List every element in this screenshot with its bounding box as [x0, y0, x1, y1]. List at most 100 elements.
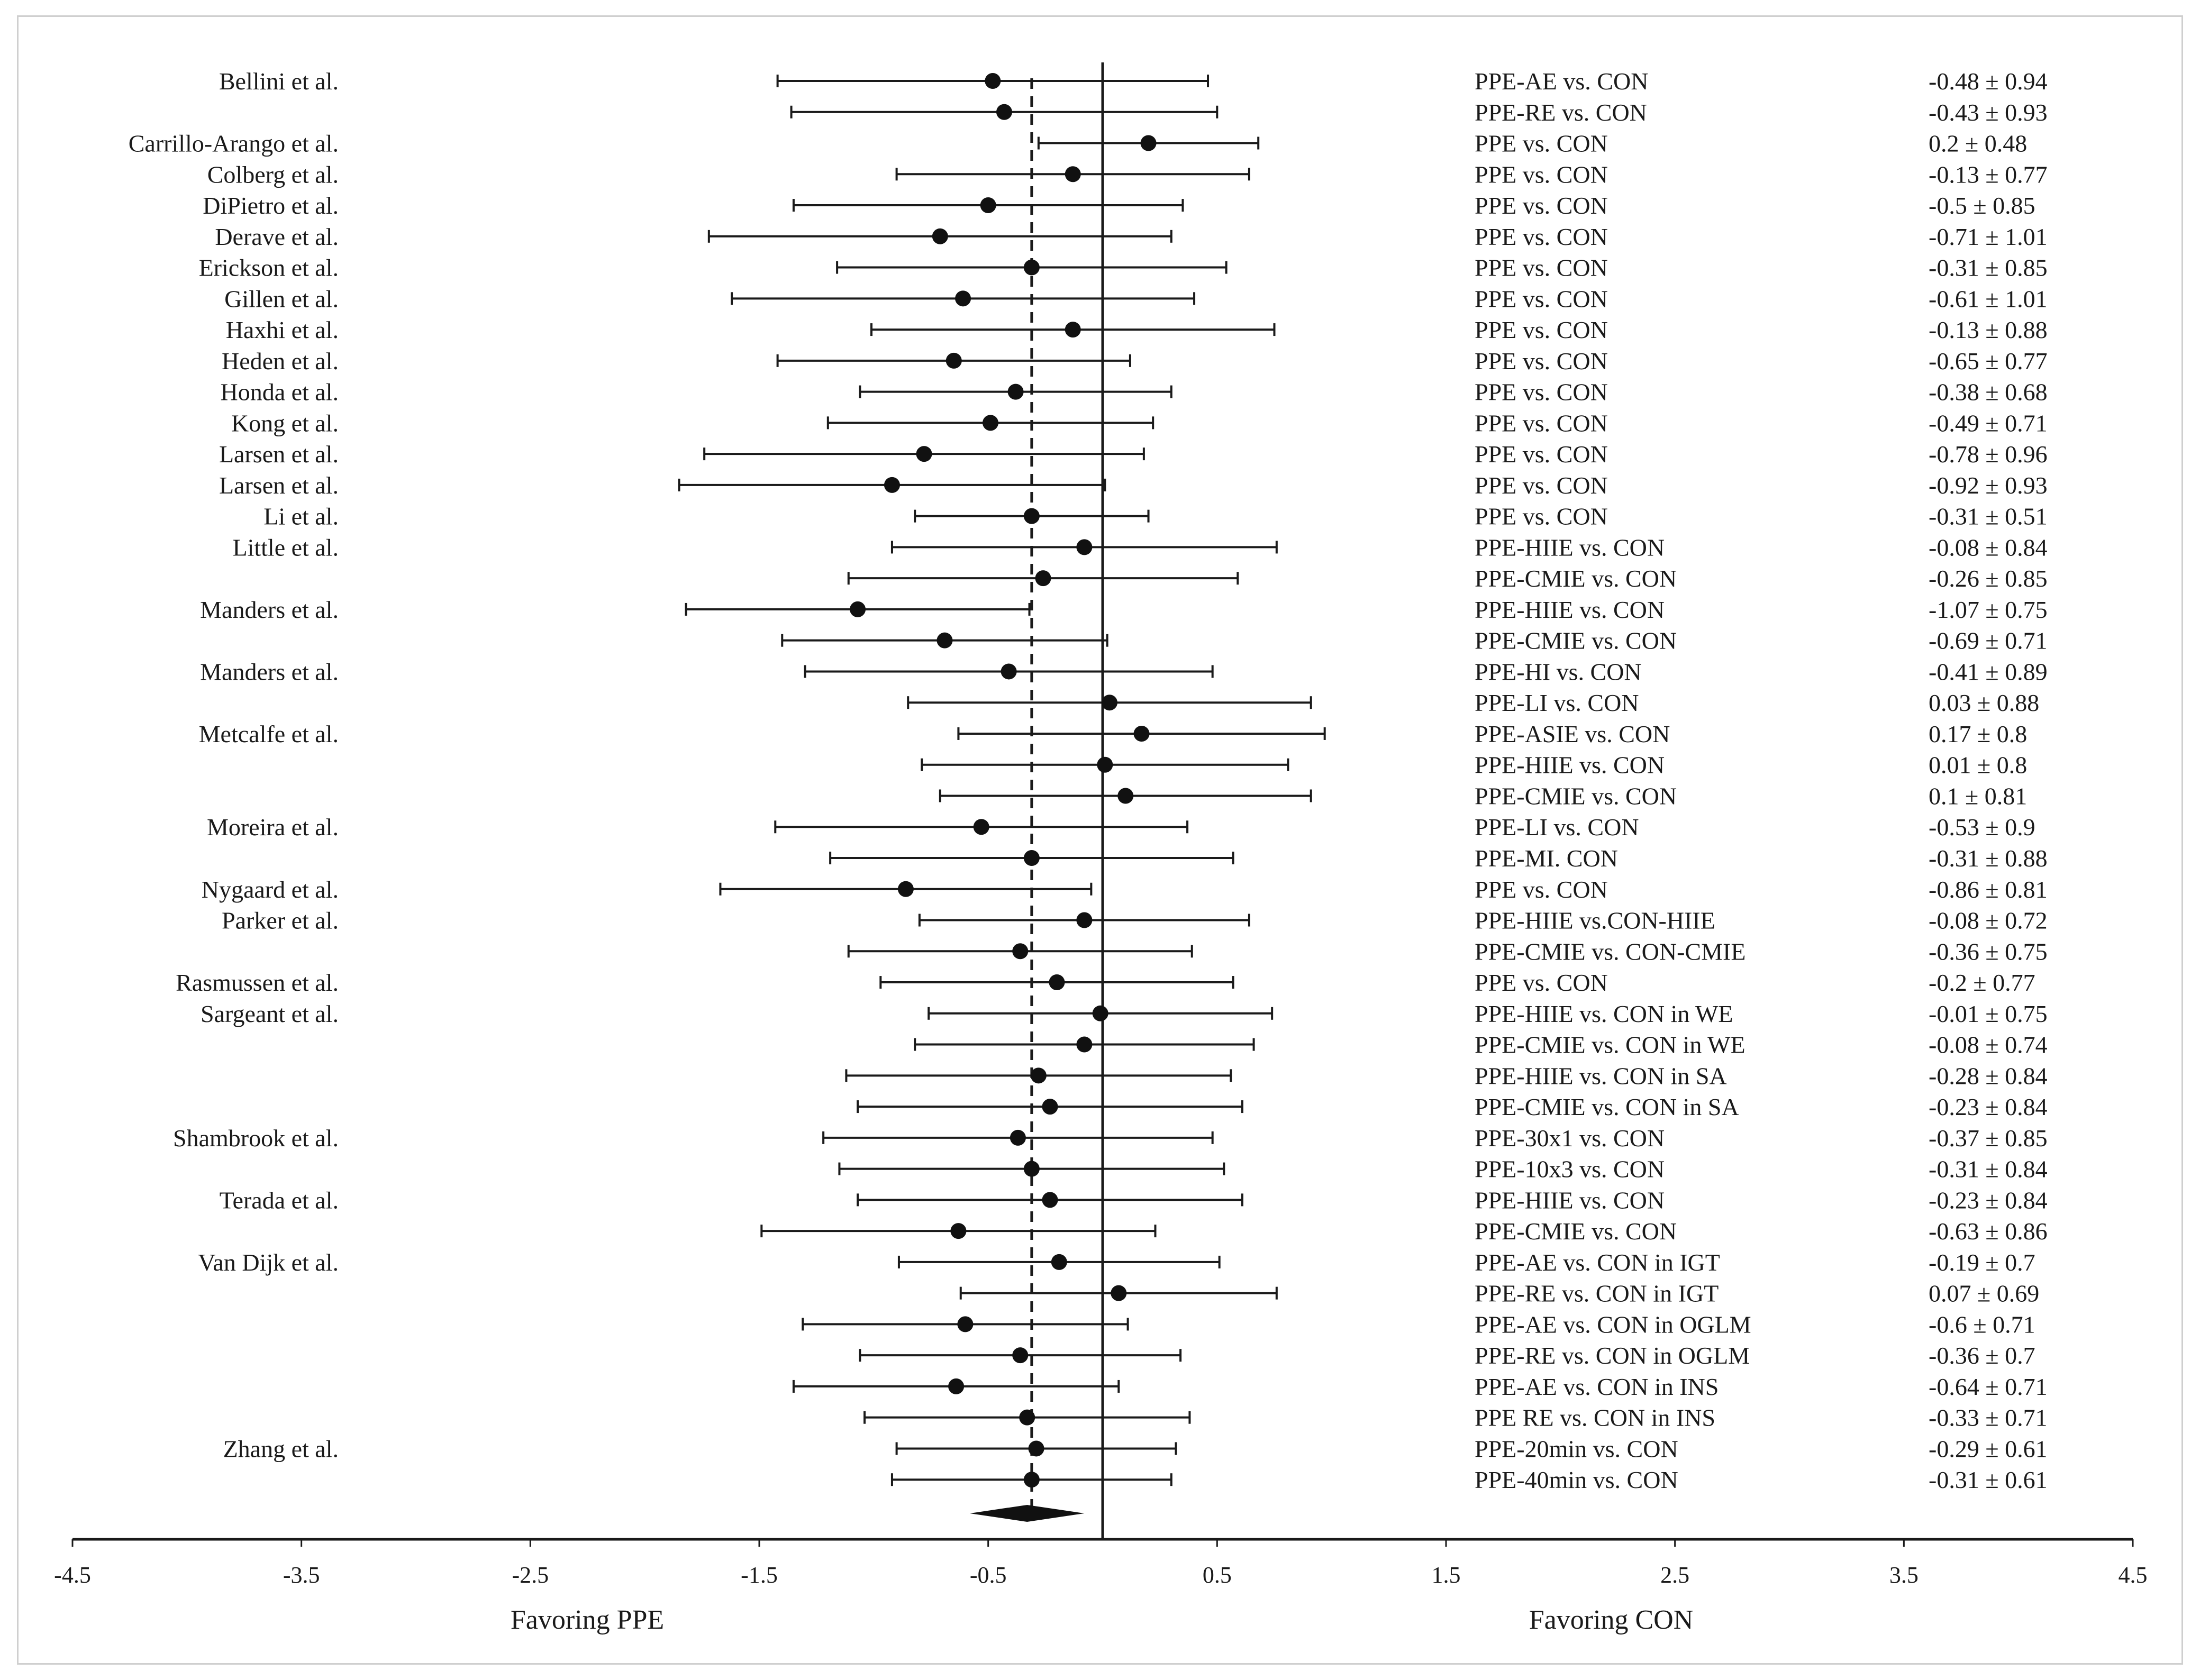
forest-plot: -4.5 -3.5 -2.5 -1.5 -0.5 0.5 1.5 2.5 3.5 4.5 Bell… — [54, 62, 2148, 1635]
comparison-label: PPE-LI vs. CON — [1475, 814, 1639, 841]
effect-point — [884, 477, 900, 493]
effect-size-label: 0.01 ± 0.8 — [1929, 752, 2027, 779]
study-row: Carrillo-Arango et al. PPE vs. CON 0.2 ± 0… — [129, 130, 2028, 157]
study-row: PPE-HIIE vs. CON in SA -0.28 ± 0.84 — [845, 1062, 2048, 1089]
effect-size-label: -0.36 ± 0.75 — [1929, 938, 2048, 965]
effect-size-label: -0.41 ± 0.89 — [1929, 658, 2048, 685]
x-tick-label: 3.5 — [1889, 1562, 1919, 1588]
study-row: Haxhi et al. PPE vs. CON -0.13 ± 0.88 — [226, 316, 2048, 343]
comparison-label: PPE vs. CON — [1475, 876, 1608, 903]
comparison-label: PPE-CMIE vs. CON — [1475, 782, 1677, 809]
effect-size-label: -0.86 ± 0.81 — [1929, 876, 2048, 903]
comparison-label: PPE-RE vs. CON — [1475, 99, 1647, 126]
x-axis: -4.5 -3.5 -2.5 -1.5 -0.5 0.5 1.5 2.5 3.5 4.5 — [54, 1538, 2148, 1588]
comparison-label: PPE-CMIE vs. CON-CMIE — [1475, 938, 1746, 965]
study-name: Nygaard et al. — [202, 876, 339, 903]
study-name: Parker et al. — [222, 907, 339, 934]
study-row: PPE RE vs. CON in INS -0.33 ± 0.71 — [863, 1404, 2048, 1431]
effect-size-label: 0.1 ± 0.81 — [1929, 782, 2027, 809]
effect-point — [1049, 974, 1065, 991]
comparison-label: PPE vs. CON — [1475, 503, 1608, 530]
x-tick-label: 4.5 — [2119, 1562, 2148, 1588]
effect-point — [1023, 850, 1040, 866]
study-row: Sargeant et al. PPE-HIIE vs. CON in WE -0.… — [201, 1000, 2048, 1027]
study-row: Metcalfe et al. PPE-ASIE vs. CON 0.17 ± 0.… — [199, 720, 2028, 747]
effect-size-label: -0.63 ± 0.86 — [1929, 1218, 2048, 1245]
effect-size-label: -0.28 ± 0.84 — [1929, 1062, 2048, 1089]
comparison-label: PPE vs. CON — [1475, 161, 1608, 188]
study-row: Shambrook et al. PPE-30x1 vs. CON -0.37 ± … — [173, 1125, 2048, 1152]
effect-point — [897, 881, 914, 897]
effect-point — [1076, 1036, 1093, 1053]
effect-point — [1042, 1192, 1058, 1208]
x-tick-label: 2.5 — [1660, 1562, 1689, 1588]
study-name: Manders et al. — [200, 596, 339, 623]
effect-size-label: -0.23 ± 0.84 — [1929, 1093, 2048, 1120]
study-row: PPE-CMIE vs. CON-CMIE -0.36 ± 0.75 — [847, 938, 2048, 965]
comparison-label: PPE-MI. CON — [1475, 845, 1618, 872]
effect-size-label: -0.01 ± 0.75 — [1929, 1000, 2048, 1027]
effect-point — [1019, 1409, 1035, 1426]
effect-point — [937, 632, 953, 649]
comparison-label: PPE vs. CON — [1475, 409, 1608, 436]
effect-point — [950, 1223, 967, 1239]
study-name: Kong et al. — [231, 409, 339, 436]
comparison-label: PPE-HIIE vs. CON — [1475, 752, 1665, 779]
study-row: Erickson et al. PPE vs. CON -0.31 ± 0.85 — [199, 254, 2048, 281]
comparison-label: PPE-HIIE vs.CON-HIIE — [1475, 907, 1715, 934]
chart-frame: -4.5 -3.5 -2.5 -1.5 -0.5 0.5 1.5 2.5 3.5 4.5 Bell… — [17, 15, 2183, 1665]
x-tick-label: -4.5 — [54, 1562, 91, 1588]
study-row: Moreira et al. PPE-LI vs. CON -0.53 ± 0.9 — [207, 814, 2035, 841]
study-row: PPE-40min vs. CON -0.31 ± 0.61 — [890, 1466, 2048, 1493]
effect-size-label: -0.13 ± 0.77 — [1929, 161, 2048, 188]
effect-point — [985, 73, 1001, 89]
study-name: Honda et al. — [220, 379, 339, 406]
pooled-diamond — [970, 1504, 1085, 1522]
effect-size-label: -0.31 ± 0.85 — [1929, 254, 2048, 281]
effect-size-label: -0.31 ± 0.88 — [1929, 845, 2048, 872]
study-row: Terada et al. PPE-HIIE vs. CON -0.23 ± 0.8… — [220, 1186, 2048, 1213]
effect-size-label: -0.64 ± 0.71 — [1929, 1373, 2048, 1400]
study-name: Van Dijk et al. — [198, 1249, 339, 1276]
effect-size-label: -0.31 ± 0.84 — [1929, 1156, 2048, 1183]
study-row: Li et al. PPE vs. CON -0.31 ± 0.51 — [263, 503, 2047, 530]
effect-size-label: -0.23 ± 0.84 — [1929, 1186, 2048, 1213]
effect-size-label: -0.13 ± 0.88 — [1929, 316, 2048, 343]
effect-size-label: -0.43 ± 0.93 — [1929, 99, 2048, 126]
effect-point — [1076, 539, 1093, 555]
study-name: Zhang et al. — [223, 1435, 339, 1462]
study-row: Honda et al. PPE vs. CON -0.38 ± 0.68 — [220, 379, 2047, 406]
study-row: PPE-HIIE vs. CON 0.01 ± 0.8 — [921, 752, 2027, 779]
comparison-label: PPE-RE vs. CON in IGT — [1475, 1280, 1719, 1307]
comparison-label: PPE-CMIE vs. CON in WE — [1475, 1031, 1746, 1058]
study-name: Little et al. — [232, 534, 339, 561]
study-row: Zhang et al. PPE-20min vs. CON -0.29 ± 0.6… — [223, 1435, 2048, 1462]
effect-size-label: -0.92 ± 0.93 — [1929, 472, 2048, 499]
comparison-label: PPE-20min vs. CON — [1475, 1435, 1678, 1462]
study-name: Sargeant et al. — [201, 1000, 339, 1027]
study-row: Derave et al. PPE vs. CON -0.71 ± 1.01 — [215, 223, 2047, 250]
comparison-label: PPE-LI vs. CON — [1475, 689, 1639, 716]
effect-point — [1007, 384, 1024, 400]
effect-size-label: -0.08 ± 0.72 — [1929, 907, 2048, 934]
effect-size-label: -0.53 ± 0.9 — [1929, 814, 2035, 841]
comparison-label: PPE-CMIE vs. CON — [1475, 1218, 1677, 1245]
effect-point — [1076, 912, 1093, 928]
effect-size-label: -1.07 ± 0.75 — [1929, 596, 2048, 623]
effect-size-label: -0.31 ± 0.61 — [1929, 1466, 2048, 1493]
comparison-label: PPE-RE vs. CON in OGLM — [1475, 1342, 1750, 1369]
comparison-label: PPE-AE vs. CON in INS — [1475, 1373, 1719, 1400]
study-row: Van Dijk et al. PPE-AE vs. CON in IGT -0.1… — [198, 1249, 2035, 1276]
comparison-label: PPE-30x1 vs. CON — [1475, 1125, 1665, 1152]
study-name: Moreira et al. — [207, 814, 339, 841]
study-row: Larsen et al. PPE vs. CON -0.78 ± 0.96 — [219, 441, 2048, 468]
effect-point — [850, 601, 866, 617]
comparison-label: PPE vs. CON — [1475, 316, 1608, 343]
comparison-label: PPE-AE vs. CON in OGLM — [1475, 1311, 1751, 1338]
comparison-label: PPE-AE vs. CON in IGT — [1475, 1249, 1720, 1276]
study-row: Larsen et al. PPE vs. CON -0.92 ± 0.93 — [219, 472, 2048, 499]
effect-point — [1035, 570, 1051, 587]
effect-size-label: -0.6 ± 0.71 — [1929, 1311, 2035, 1338]
study-name: Larsen et al. — [219, 441, 339, 468]
comparison-label: PPE-ASIE vs. CON — [1475, 720, 1670, 747]
